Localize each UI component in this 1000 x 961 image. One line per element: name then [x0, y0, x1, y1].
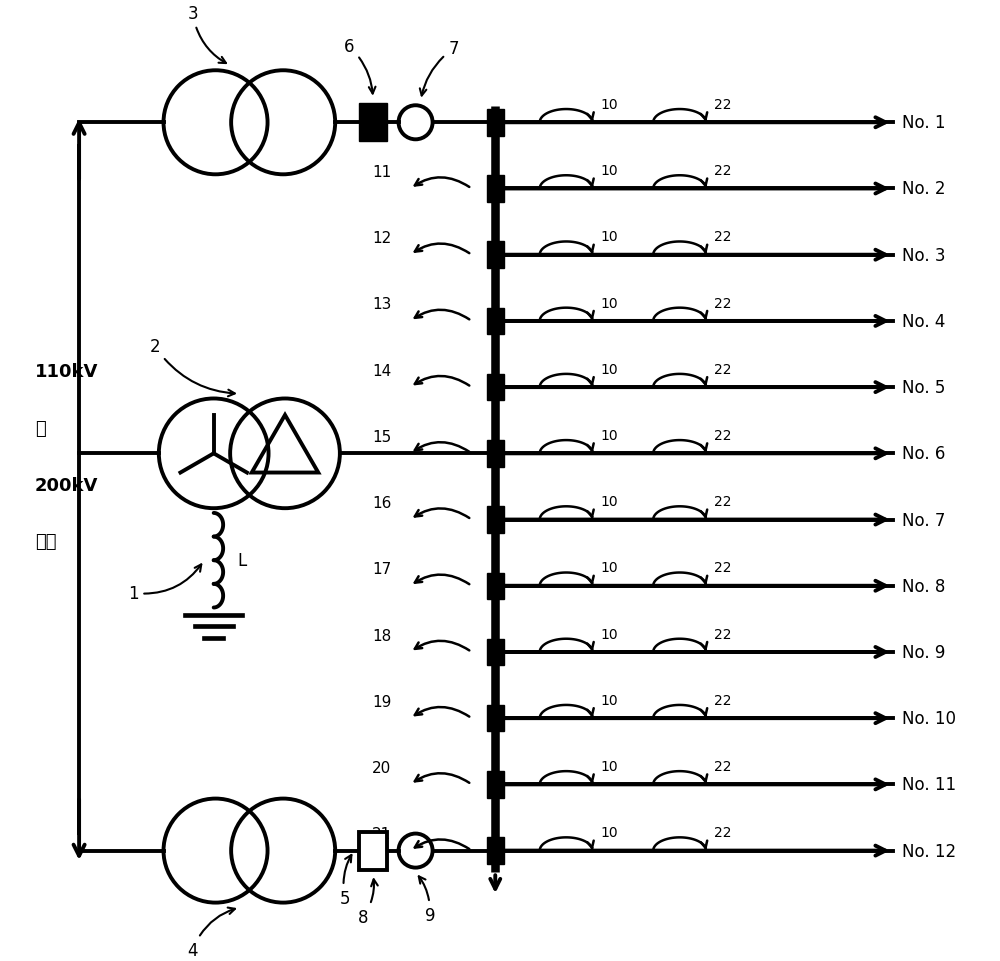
Text: No. 3: No. 3 [902, 246, 945, 264]
Text: 12: 12 [372, 231, 391, 246]
Bar [487, 441, 504, 467]
Text: 20: 20 [372, 760, 391, 776]
Text: 6: 6 [344, 38, 375, 94]
Text: No. 8: No. 8 [902, 578, 945, 595]
Bar [487, 110, 504, 136]
Text: 1: 1 [128, 565, 201, 603]
Bar [359, 104, 387, 142]
Text: No. 9: No. 9 [902, 643, 945, 661]
Text: 17: 17 [372, 562, 391, 577]
Text: 22: 22 [714, 759, 731, 774]
Text: 10: 10 [600, 296, 618, 310]
Text: 22: 22 [714, 362, 731, 377]
Bar [487, 242, 504, 269]
Bar [487, 573, 504, 600]
Text: 22: 22 [714, 825, 731, 839]
Bar [487, 639, 504, 666]
Text: 110kV: 110kV [35, 362, 98, 381]
Text: 9: 9 [419, 876, 435, 924]
Text: 22: 22 [714, 693, 731, 707]
Text: 22: 22 [714, 98, 731, 111]
Text: 10: 10 [600, 98, 618, 111]
Text: 19: 19 [372, 694, 391, 709]
Bar [487, 772, 504, 798]
Bar [487, 176, 504, 203]
Text: No. 7: No. 7 [902, 511, 945, 529]
Text: No. 10: No. 10 [902, 709, 956, 727]
Text: 7: 7 [420, 40, 459, 96]
Bar [487, 375, 504, 401]
Text: 22: 22 [714, 429, 731, 442]
Text: 11: 11 [372, 165, 391, 180]
Text: 15: 15 [372, 430, 391, 444]
Text: 18: 18 [372, 628, 391, 643]
Text: 2: 2 [149, 338, 235, 397]
Text: 16: 16 [372, 496, 391, 510]
Text: 22: 22 [714, 296, 731, 310]
Text: No. 4: No. 4 [902, 312, 945, 331]
Text: No. 12: No. 12 [902, 842, 956, 860]
Text: 22: 22 [714, 627, 731, 641]
Bar [487, 308, 504, 334]
Text: 5: 5 [339, 855, 351, 906]
Text: 10: 10 [600, 429, 618, 442]
Text: 22: 22 [714, 495, 731, 508]
Text: 10: 10 [600, 561, 618, 575]
Text: 10: 10 [600, 230, 618, 244]
Bar [487, 705, 504, 731]
Text: L: L [237, 552, 247, 570]
Bar [487, 506, 504, 533]
Text: 13: 13 [372, 297, 391, 312]
Text: 10: 10 [600, 759, 618, 774]
Text: 10: 10 [600, 495, 618, 508]
Text: No. 2: No. 2 [902, 181, 945, 198]
Text: No. 6: No. 6 [902, 445, 945, 463]
Text: 10: 10 [600, 164, 618, 178]
Text: 8: 8 [358, 879, 378, 925]
Text: 线路: 线路 [35, 532, 56, 551]
Text: No. 11: No. 11 [902, 776, 956, 794]
Text: 22: 22 [714, 164, 731, 178]
Bar [359, 832, 387, 870]
Text: 或: 或 [35, 419, 45, 437]
Text: 200kV: 200kV [35, 476, 98, 494]
Text: 10: 10 [600, 693, 618, 707]
Text: 3: 3 [187, 5, 226, 64]
Text: No. 5: No. 5 [902, 379, 945, 397]
Text: 4: 4 [187, 907, 235, 959]
Text: 22: 22 [714, 230, 731, 244]
Text: 21: 21 [372, 826, 391, 841]
Text: No. 1: No. 1 [902, 114, 945, 133]
Text: 14: 14 [372, 363, 391, 379]
Bar [487, 837, 504, 864]
Text: 10: 10 [600, 627, 618, 641]
Text: 10: 10 [600, 362, 618, 377]
Text: 22: 22 [714, 561, 731, 575]
Text: 10: 10 [600, 825, 618, 839]
